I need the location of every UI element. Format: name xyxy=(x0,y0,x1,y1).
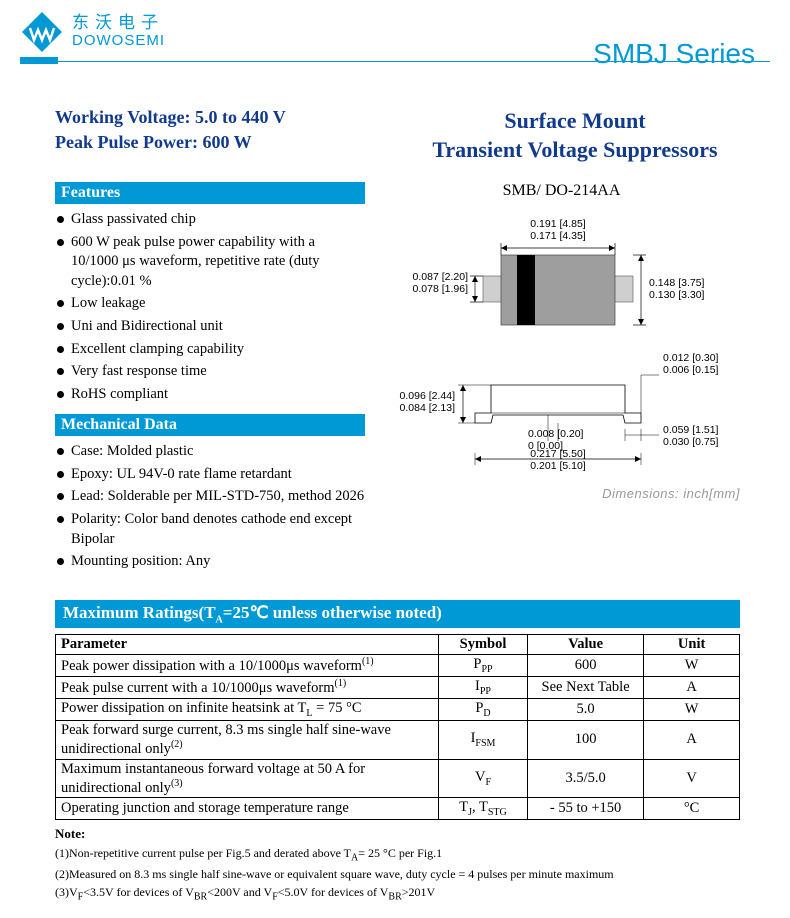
dim-text: 0.217 [5.50] xyxy=(530,448,586,460)
dim-text: 0.087 [2.20] xyxy=(413,271,469,283)
list-item: Lead: Solderable per MIL-STD-750, method… xyxy=(55,487,365,507)
notes-title: Note: xyxy=(55,824,740,844)
list-item: Excellent clamping capability xyxy=(55,340,365,360)
table-row: Operating junction and storage temperatu… xyxy=(56,798,740,820)
package-label: SMB/ DO-214AA xyxy=(383,182,740,200)
dim-text: 0.201 [5.10] xyxy=(530,460,586,472)
dim-text: 0.008 [0.20] xyxy=(528,428,584,440)
header-rule xyxy=(20,60,770,62)
header: 东沃电子 DOWOSEMI SMBJ Series xyxy=(0,0,790,54)
list-item: Uni and Bidirectional unit xyxy=(55,317,365,337)
mechanical-list: Case: Molded plastic Epoxy: UL 94V-0 rat… xyxy=(55,442,365,571)
product-title: Surface Mount Transient Voltage Suppress… xyxy=(410,107,740,164)
ratings-header: Maximum Ratings(TA=25℃ unless otherwise … xyxy=(55,600,740,628)
list-item: Very fast response time xyxy=(55,362,365,382)
logo-text-cn: 东沃电子 xyxy=(72,14,165,33)
package-top-diagram: 0.191 [4.85] 0.171 [4.35] 0.087 [2.20] 0… xyxy=(383,210,740,345)
list-item: 600 W peak pulse power capability with a… xyxy=(55,233,365,292)
col-param: Parameter xyxy=(56,635,439,655)
dim-text: 0.084 [2.13] xyxy=(400,402,456,414)
note-1: (1)Non-repetitive current pulse per Fig.… xyxy=(55,844,740,865)
table-row: Maximum instantaneous forward voltage at… xyxy=(56,759,740,798)
table-row: Power dissipation on infinite heatsink a… xyxy=(56,698,740,720)
dim-text: 0.096 [2.44] xyxy=(400,390,456,402)
list-item: Case: Molded plastic xyxy=(55,442,365,462)
title-line2: Transient Voltage Suppressors xyxy=(410,136,740,165)
features-list: Glass passivated chip 600 W peak pulse p… xyxy=(55,210,365,404)
table-row: Peak forward surge current, 8.3 ms singl… xyxy=(56,720,740,759)
list-item: Mounting position: Any xyxy=(55,552,365,572)
logo-icon xyxy=(20,10,64,54)
list-item: Low leakage xyxy=(55,294,365,314)
logo-block: 东沃电子 DOWOSEMI xyxy=(20,10,165,54)
dim-text: 0.191 [4.85] xyxy=(530,218,586,230)
col-value: Value xyxy=(527,635,643,655)
series-title: SMBJ Series xyxy=(593,38,755,70)
note-3: (3)VF<3.5V for devices of VBR<200V and V… xyxy=(55,883,740,904)
peak-pulse-power: Peak Pulse Power: 600 W xyxy=(55,132,286,153)
list-item: RoHS compliant xyxy=(55,385,365,405)
headline-row: Working Voltage: 5.0 to 440 V Peak Pulse… xyxy=(55,107,740,164)
dim-text: 0.130 [3.30] xyxy=(649,289,705,301)
table-row: Peak pulse current with a 10/1000μs wave… xyxy=(56,676,740,698)
table-row: Peak power dissipation with a 10/1000μs … xyxy=(56,655,740,677)
features-header: Features xyxy=(55,182,365,204)
mechanical-header: Mechanical Data xyxy=(55,414,365,436)
dim-text: 0.078 [1.96] xyxy=(413,283,469,295)
list-item: Epoxy: UL 94V-0 rate flame retardant xyxy=(55,465,365,485)
col-symbol: Symbol xyxy=(439,635,528,655)
list-item: Glass passivated chip xyxy=(55,210,365,230)
dimensions-note: Dimensions: inch[mm] xyxy=(383,486,740,501)
dim-text: 0.148 [3.75] xyxy=(649,277,705,289)
list-item: Polarity: Color band denotes cathode end… xyxy=(55,510,365,549)
notes: Note: (1)Non-repetitive current pulse pe… xyxy=(55,824,740,904)
dim-text: 0.171 [4.35] xyxy=(530,230,586,242)
ratings-table: Parameter Symbol Value Unit Peak power d… xyxy=(55,634,740,820)
package-side-diagram: 0.096 [2.44] 0.084 [2.13] 0.012 [0.30] 0… xyxy=(383,345,740,480)
working-voltage: Working Voltage: 5.0 to 440 V xyxy=(55,107,286,128)
title-line1: Surface Mount xyxy=(410,107,740,136)
dim-text: 0.006 [0.15] xyxy=(663,364,719,376)
col-unit: Unit xyxy=(644,635,740,655)
dim-text: 0.030 [0.75] xyxy=(663,436,719,448)
dim-text: 0.059 [1.51] xyxy=(663,424,719,436)
dim-text: 0.012 [0.30] xyxy=(663,352,719,364)
logo-text-en: DOWOSEMI xyxy=(72,33,165,50)
note-2: (2)Measured on 8.3 ms single half sine-w… xyxy=(55,865,740,883)
